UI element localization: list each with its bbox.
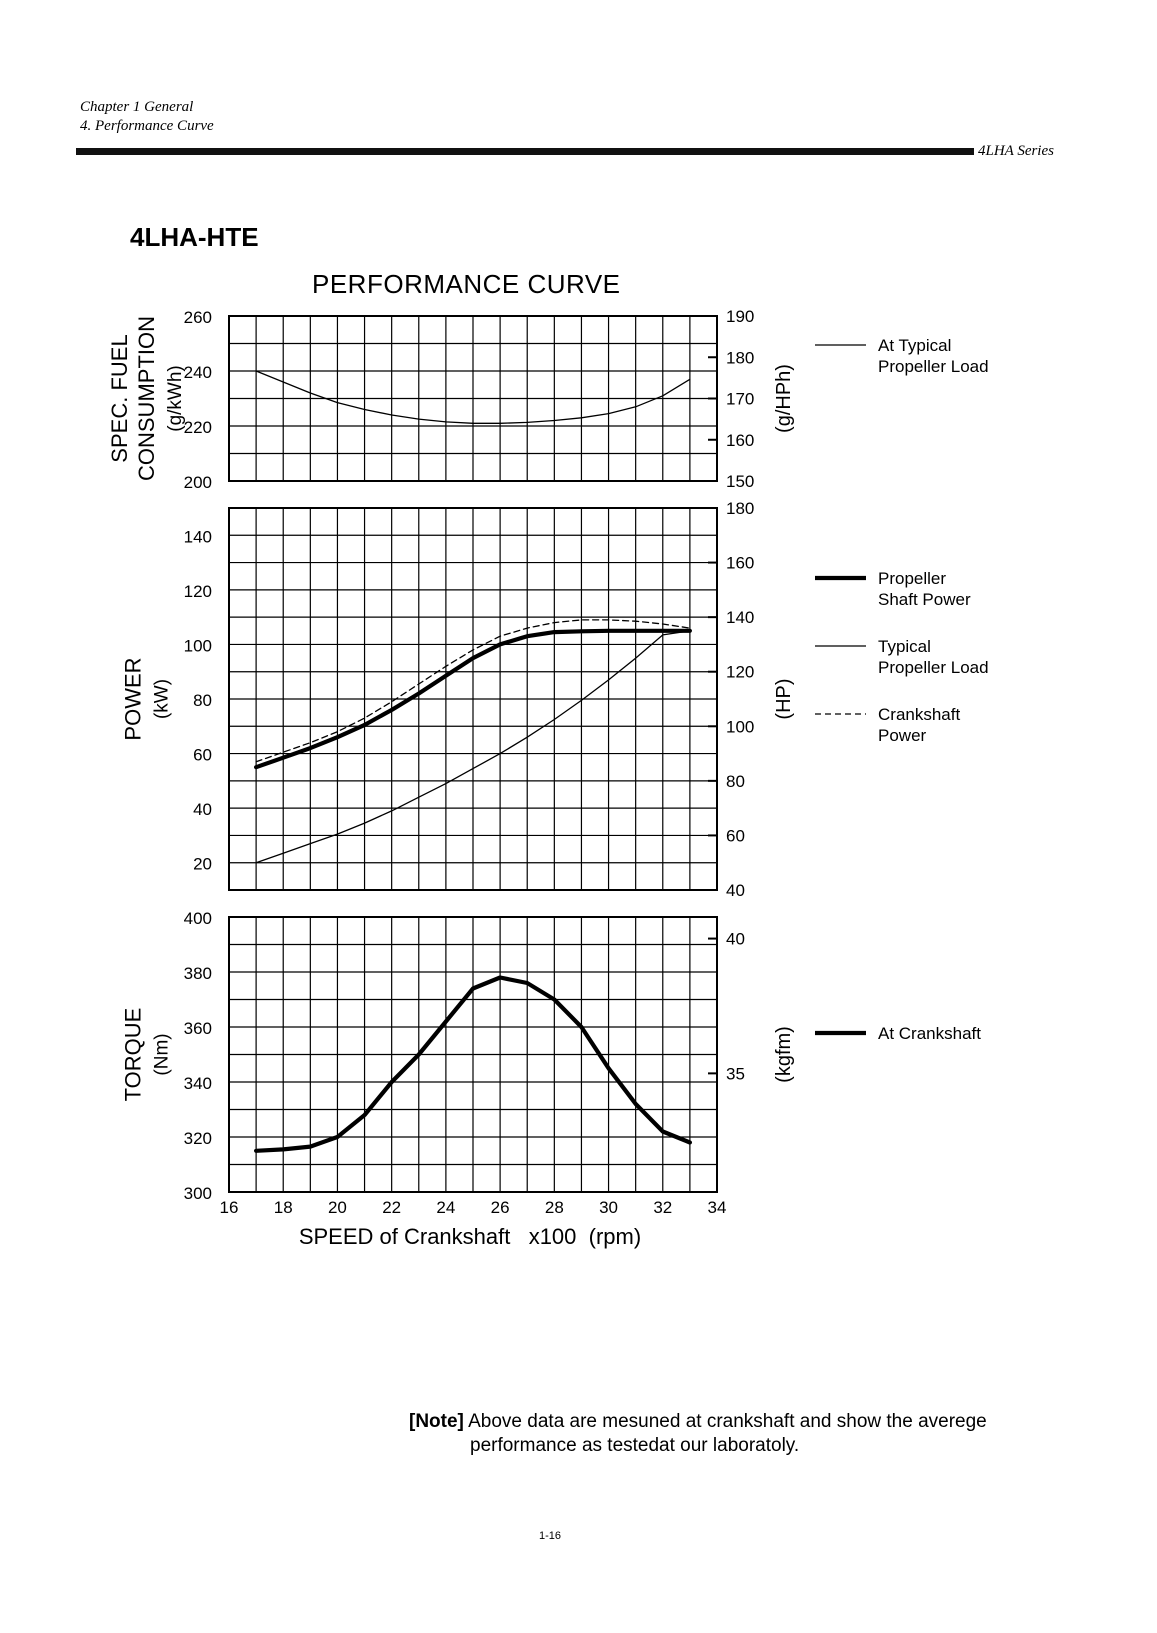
torque-panel: 300 320 340 360 380 400 35 40 TORQUE (Nm) (kgfm) At… [121,909,982,1203]
power-frame [228,507,718,891]
fuel-axis-title: SPEC. FUEL [107,334,132,462]
fuel-right-tick-label: 190 [726,307,754,326]
model-title: 4LHA-HTE [130,222,259,252]
torque-right-tick-label: 35 [726,1064,745,1083]
torque-right-tick-label: 40 [726,930,745,949]
power-ytick-label: 120 [184,582,212,601]
torque-right-unit: (kgfm) [773,1026,795,1083]
xtick-label: 16 [220,1198,239,1217]
power-ytick-label: 60 [193,746,212,765]
fuel-axis-title: CONSUMPTION [134,316,159,481]
power-legend-label: Crankshaft [878,705,960,724]
fuel-right-unit: (g/HPh) [773,364,795,433]
power-series-typical-propeller-load [255,630,691,864]
xtick-label: 34 [708,1198,727,1217]
torque-axis-title: (Nm) [152,1033,173,1075]
power-axis-title: (kW) [152,679,173,719]
power-right-tick-label: 140 [726,608,754,627]
xtick-label: 18 [274,1198,293,1217]
section-heading: 4. Performance Curve [80,118,214,134]
power-legend-label: Propeller Load [878,658,989,677]
power-right-tick-label: 100 [726,717,754,736]
power-ytick-label: 80 [193,691,212,710]
power-right-tick-label: 60 [726,826,745,845]
xtick-label: 20 [328,1198,347,1217]
torque-ytick-label: 400 [184,909,212,928]
fuel-ytick-label: 240 [184,363,212,382]
power-legend-label: Typical [878,637,931,656]
fuel-axis-title: (g/kWh) [165,365,186,432]
power-legend-label: Power [878,726,927,745]
fuel-series-at-typical-propeller-load [255,370,691,424]
torque-ytick-label: 340 [184,1074,212,1093]
header-rule [76,148,974,155]
torque-legend-label: At Crankshaft [878,1024,981,1043]
xtick-label: 24 [436,1198,455,1217]
torque-ytick-label: 380 [184,964,212,983]
power-legend-label: Shaft Power [878,590,971,609]
note-line2: performance as testedat our laboratoly. [470,1435,800,1456]
x-axis-title: SPEED of Crankshaft x100 (rpm) [299,1224,641,1249]
power-ytick-label: 140 [184,527,212,546]
power-ytick-label: 40 [193,800,212,819]
xtick-label: 26 [491,1198,510,1217]
power-series-crankshaft-power [255,619,691,763]
note: [Note] Above data are mesuned at cranksh… [409,1410,987,1434]
fuel-panel: 200 220 240 260 150 160 170 180 190 SPEC. FUEL CON… [107,307,989,492]
fuel-legend-label: Propeller Load [878,357,989,376]
fuel-legend-label: At Typical [878,336,951,355]
note-line1: Above data are mesuned at crankshaft and… [468,1411,987,1432]
power-right-tick-label: 80 [726,772,745,791]
xtick-label: 22 [382,1198,401,1217]
power-axis-title: POWER [121,657,146,740]
torque-frame [228,916,718,1193]
power-right-tick-label: 40 [726,881,745,900]
series-label: 4LHA Series [978,143,1054,159]
torque-series-at-crankshaft [254,975,693,1153]
chapter-heading: Chapter 1 General [80,99,194,115]
note-label: [Note] [409,1411,464,1432]
torque-ytick-label: 320 [184,1129,212,1148]
chart-title: PERFORMANCE CURVE [312,269,621,299]
fuel-right-tick-label: 180 [726,348,754,367]
torque-ytick-label: 300 [184,1184,212,1203]
torque-ytick-label: 360 [184,1019,212,1038]
xtick-label: 32 [653,1198,672,1217]
power-right-tick-label: 180 [726,499,754,518]
xtick-label: 28 [545,1198,564,1217]
torque-axis-title: TORQUE [121,1008,146,1102]
power-ytick-label: 20 [193,855,212,874]
fuel-ytick-label: 220 [184,418,212,437]
fuel-right-tick-label: 160 [726,431,754,450]
power-right-tick-label: 160 [726,554,754,573]
fuel-ytick-label: 200 [184,473,212,492]
power-right-tick-label: 120 [726,663,754,682]
power-panel: 20 40 60 80 100 120 140 40 60 80 100 120 140 160 180 PO… [121,499,989,900]
xtick-label: 30 [599,1198,618,1217]
fuel-ytick-label: 260 [184,308,212,327]
power-ytick-label: 100 [184,636,212,655]
page-number: 1-16 [539,1530,562,1542]
power-series-propeller-shaft-power [254,628,693,770]
fuel-right-tick-label: 170 [726,390,754,409]
power-right-unit: (HP) [773,678,795,719]
fuel-right-tick-label: 150 [726,472,754,491]
power-legend-label: Propeller [878,569,946,588]
